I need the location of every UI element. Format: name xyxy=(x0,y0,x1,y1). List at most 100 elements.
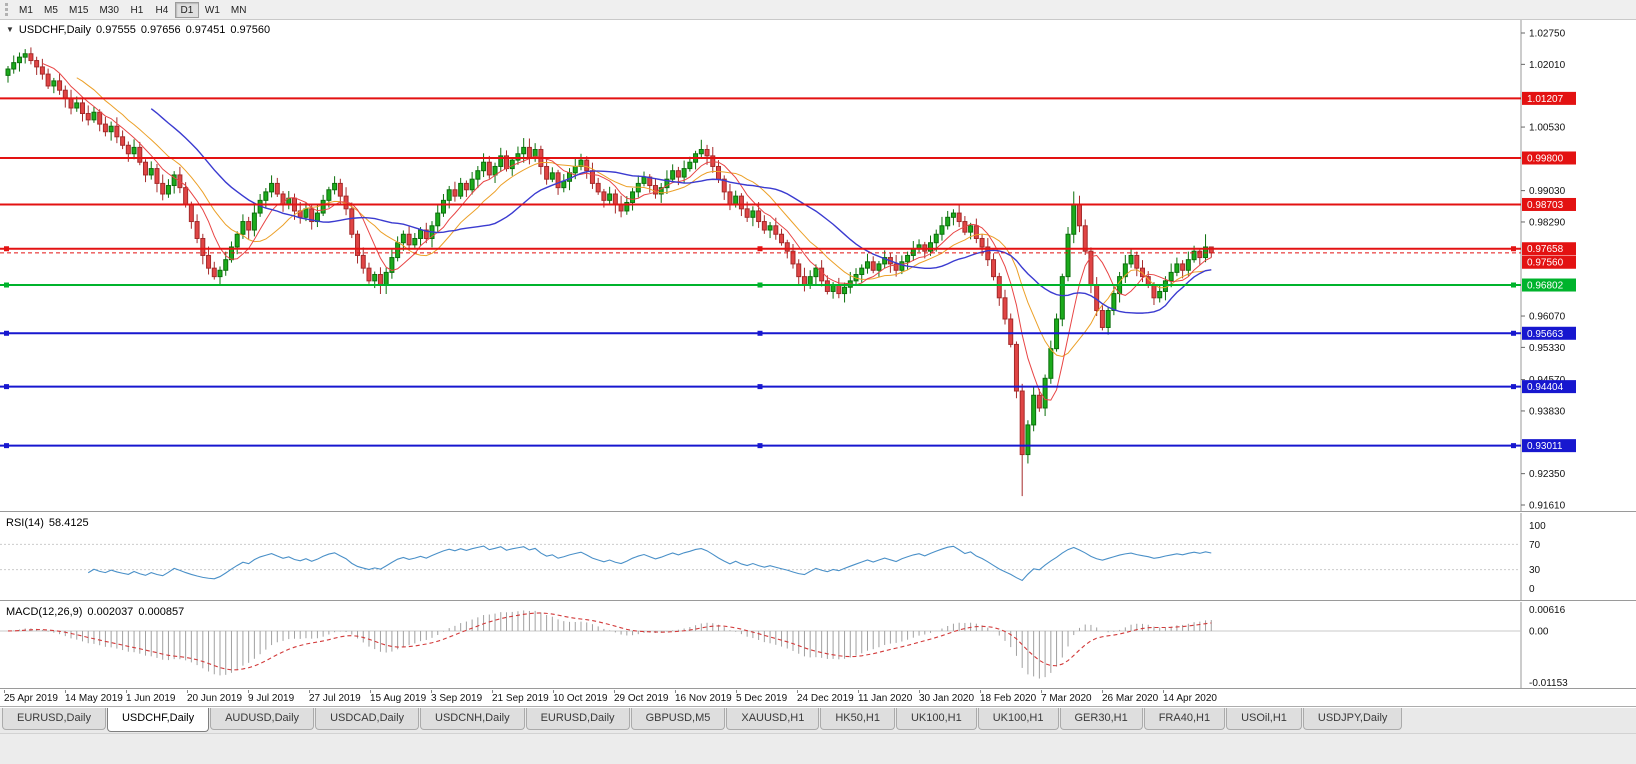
ohlc-low: 0.97451 xyxy=(185,24,226,36)
svg-text:0.00: 0.00 xyxy=(1529,626,1549,637)
chart-tab[interactable]: UK100,H1 xyxy=(977,708,1059,730)
price-badge: 0.93011 xyxy=(1522,439,1576,453)
chart-tab[interactable]: FRA40,H1 xyxy=(1143,708,1226,730)
timeframe-button-d1[interactable]: D1 xyxy=(174,1,199,18)
line-handle xyxy=(757,443,763,449)
line-handle xyxy=(757,282,763,288)
chart-tab[interactable]: XAUUSD,H1 xyxy=(726,708,820,730)
timeframe-button-mn[interactable]: MN xyxy=(230,4,247,16)
line-handle xyxy=(1511,246,1516,252)
chart-tab[interactable]: USDCNH,Daily xyxy=(420,708,525,730)
macd-title: MACD(12,26,9) 0.002037 0.000857 xyxy=(6,606,189,618)
svg-text:0.99030: 0.99030 xyxy=(1529,186,1566,197)
toolbar-grip[interactable] xyxy=(5,3,8,16)
chart-tab[interactable]: USDJPY,Daily xyxy=(1302,708,1403,730)
svg-text:0.97560: 0.97560 xyxy=(1527,258,1564,269)
ma-mid-line xyxy=(76,77,1212,358)
chart-tab[interactable]: UK100,H1 xyxy=(895,708,977,730)
svg-text:0.96070: 0.96070 xyxy=(1529,312,1566,323)
chart-tab[interactable]: GER30,H1 xyxy=(1059,708,1143,730)
date-axis[interactable]: 25 Apr 2019 14 May 2019 1 Jun 2019 20 Jun 2… xyxy=(0,690,1636,707)
svg-text:0.95663: 0.95663 xyxy=(1527,329,1564,340)
chart-tab[interactable]: EURUSD,Daily xyxy=(2,708,106,730)
ma-slow-line xyxy=(150,108,1212,314)
chart-tab[interactable]: USDCAD,Daily xyxy=(315,708,420,730)
svg-text:1.01207: 1.01207 xyxy=(1527,94,1564,105)
date-axis-label: 29 Oct 2019 xyxy=(614,690,669,704)
chart-tab[interactable]: AUDUSD,Daily xyxy=(210,708,315,730)
support-resistance-line[interactable] xyxy=(0,384,1521,390)
svg-text:100: 100 xyxy=(1529,521,1546,532)
line-handle xyxy=(1511,330,1516,336)
line-handle xyxy=(757,246,763,252)
timeframe-button-m1[interactable]: M1 xyxy=(19,4,33,16)
rsi-chart-canvas[interactable]: 100 70 30 0 xyxy=(0,513,1636,601)
price-chart-canvas[interactable]: 1.02750 1.02010 1.00530 0.99030 0.98290 0.960… xyxy=(0,20,1636,512)
status-bar xyxy=(0,733,1636,764)
line-handle xyxy=(1511,282,1516,288)
chart-tab[interactable]: EURUSD,Daily xyxy=(525,708,630,730)
svg-text:1.02750: 1.02750 xyxy=(1529,29,1566,40)
rsi-value: 58.4125 xyxy=(48,517,89,529)
macd-signal-value: 0.000857 xyxy=(138,606,185,618)
support-resistance-line[interactable] xyxy=(0,246,1521,252)
price-badge: 0.98703 xyxy=(1522,197,1576,211)
timeframe-button-m5[interactable]: M5 xyxy=(44,4,58,16)
ohlc-close: 0.97560 xyxy=(230,24,271,36)
line-handle xyxy=(4,282,9,288)
support-resistance-line[interactable] xyxy=(0,443,1521,449)
svg-text:0.98290: 0.98290 xyxy=(1529,217,1566,228)
svg-text:30: 30 xyxy=(1529,565,1541,576)
timeframe-button-m30[interactable]: M30 xyxy=(99,4,119,16)
macd-histogram xyxy=(13,610,1212,679)
ma-fast-line xyxy=(42,62,1212,401)
symbol-dropdown-icon[interactable]: ▼ xyxy=(6,25,14,34)
date-axis-label: 14 Apr 2020 xyxy=(1163,690,1217,704)
chart-header: ▼ USDCHF,Daily 0.97555 0.97656 0.97451 0.9756… xyxy=(6,24,275,36)
macd-signal-line xyxy=(7,612,1212,671)
date-axis-label: 5 Dec 2019 xyxy=(736,690,788,704)
date-axis-label: 20 Jun 2019 xyxy=(187,690,243,704)
line-handle xyxy=(757,330,763,336)
chart-symbol-label: USDCHF,Daily xyxy=(18,24,92,36)
price-badge: 0.99800 xyxy=(1522,151,1576,165)
svg-text:0.93830: 0.93830 xyxy=(1529,406,1566,417)
main-chart-panel: ▼ USDCHF,Daily 0.97555 0.97656 0.97451 0.9756… xyxy=(0,20,1636,512)
svg-text:70: 70 xyxy=(1529,540,1541,551)
chart-tab[interactable]: GBPUSD,M5 xyxy=(630,708,726,730)
date-axis-label: 15 Aug 2019 xyxy=(370,690,427,704)
svg-text:0.00616: 0.00616 xyxy=(1529,605,1566,616)
timeframe-button-w1[interactable]: W1 xyxy=(204,4,220,16)
timeframe-button-h1[interactable]: H1 xyxy=(130,4,144,16)
date-axis-label: 3 Sep 2019 xyxy=(431,690,483,704)
price-badge: 0.95663 xyxy=(1522,326,1576,340)
ohlc-high: 0.97656 xyxy=(140,24,181,36)
svg-text:1.00530: 1.00530 xyxy=(1529,123,1566,134)
svg-text:0.97658: 0.97658 xyxy=(1527,244,1564,255)
timeframe-button-h4[interactable]: H4 xyxy=(155,4,169,16)
line-handle xyxy=(4,384,9,390)
macd-chart-canvas[interactable]: 0.00616 0.00 -0.01153 xyxy=(0,602,1636,689)
date-axis-label: 21 Sep 2019 xyxy=(492,690,549,704)
svg-text:0.95330: 0.95330 xyxy=(1529,343,1566,354)
date-axis-label: 7 Mar 2020 xyxy=(1041,690,1092,704)
svg-text:0.99800: 0.99800 xyxy=(1527,153,1564,164)
rsi-title: RSI(14) 58.4125 xyxy=(6,517,94,529)
support-resistance-line[interactable] xyxy=(0,330,1521,336)
date-axis-label: 1 Jun 2019 xyxy=(126,690,176,704)
rsi-line xyxy=(87,545,1212,582)
chart-tab[interactable]: USOil,H1 xyxy=(1226,708,1302,730)
chart-tab[interactable]: USDCHF,Daily xyxy=(106,708,210,732)
rsi-label: RSI(14) xyxy=(6,517,44,529)
line-handle xyxy=(4,330,9,336)
price-badge: 0.96802 xyxy=(1522,278,1576,292)
svg-text:0.92350: 0.92350 xyxy=(1529,469,1566,480)
svg-text:0.93011: 0.93011 xyxy=(1527,441,1563,452)
line-handle xyxy=(1511,384,1516,390)
support-resistance-line[interactable] xyxy=(0,282,1521,288)
chart-tab[interactable]: HK50,H1 xyxy=(820,708,895,730)
svg-text:1.02010: 1.02010 xyxy=(1529,60,1566,71)
date-axis-label: 16 Nov 2019 xyxy=(675,690,732,704)
timeframe-button-m15[interactable]: M15 xyxy=(69,4,89,16)
